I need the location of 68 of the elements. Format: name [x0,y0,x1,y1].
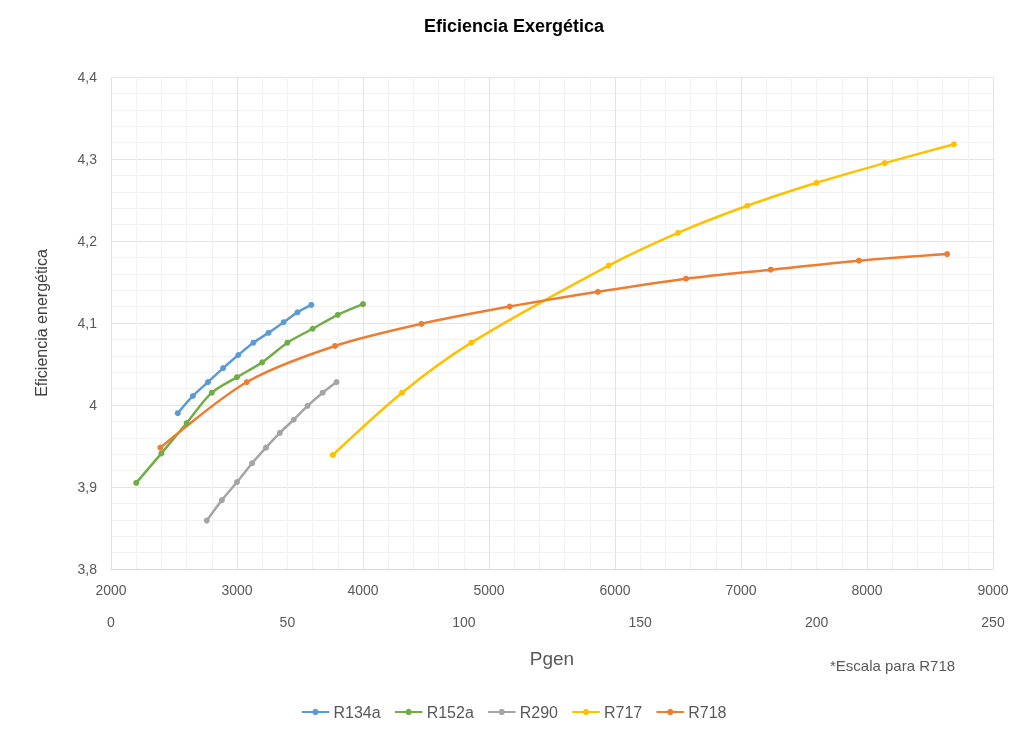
x-tick-label: 5000 [473,582,505,598]
x-tick-label: 8000 [851,582,883,598]
point [265,329,272,336]
x-tick-label: 7000 [725,582,757,598]
point [360,301,366,308]
y-tick-label: 4,1 [77,315,98,331]
point [262,444,269,451]
point [183,420,190,427]
point [235,351,242,358]
point [189,392,196,399]
point [319,389,326,396]
point [309,325,316,332]
point [174,410,181,417]
point [280,319,287,326]
y-tick-label: 4,4 [77,69,98,85]
y-tick-label: 4,2 [77,233,98,249]
point [259,359,266,366]
x-tick-label: 2000 [95,582,127,598]
point [158,450,165,457]
point [813,179,820,186]
point [220,365,227,372]
point [333,379,340,386]
point [234,479,240,486]
legend-label: R718 [688,703,727,721]
point [250,339,257,346]
legend-label: R134a [333,703,381,721]
text: *Escala para R718 [830,656,957,676]
x2-tick-label: 150 [628,614,653,630]
y-axis-title: Eficiencia energética [32,249,50,397]
legend-label: R290 [519,703,559,721]
x2-tick-label: 100 [452,614,476,630]
point [284,339,291,346]
point [208,389,215,396]
x2-tick-label: 250 [981,614,1005,630]
x2-tick-label: 50 [279,614,296,630]
point [249,460,256,467]
point [276,429,283,436]
point [218,497,225,504]
point [605,262,612,269]
point [950,141,957,148]
legend-label: R152a [426,703,474,721]
y-tick-label: 3,8 [77,561,98,577]
point [133,479,140,486]
x-axis-title: Pgen [529,648,575,669]
point [290,416,297,423]
point [304,402,311,409]
x-tick-label: 4000 [347,582,379,598]
x-tick-label: 3000 [221,582,253,598]
legend-label: R717 [604,703,643,721]
point [203,517,210,524]
point [881,160,888,167]
point [334,311,341,318]
point [468,339,475,346]
x-tick-label: 6000 [599,582,631,598]
point [744,202,751,209]
x2-tick-label: 200 [804,614,829,630]
point [329,452,336,459]
point [205,379,212,386]
point [234,374,240,381]
y-tick-label: 3,9 [77,479,98,495]
point [675,229,681,236]
y-tick-label: 4,3 [77,151,98,167]
x2-tick-label: 0 [107,614,116,630]
point [308,301,315,308]
y-tick-label: 4 [89,397,98,413]
point [399,389,406,396]
x-tick-label: 9000 [977,582,1009,598]
chart-title: Eficiencia Exergética [423,16,606,36]
